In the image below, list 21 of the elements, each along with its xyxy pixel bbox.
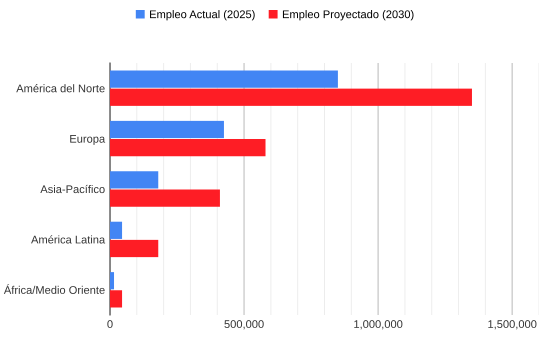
- y-tick-label: Europa: [70, 134, 106, 145]
- bar: [110, 272, 114, 290]
- x-tick-label: 500,000: [224, 320, 264, 330]
- y-tick-label: Asia-Pacífico: [40, 184, 105, 194]
- bar: [110, 120, 224, 138]
- bar: [110, 139, 266, 156]
- y-tick-label: América Latina: [31, 235, 106, 244]
- x-tick-label: 1,000,000: [354, 320, 402, 330]
- bar: [110, 222, 122, 239]
- legend-label: Empleo Actual (2025): [150, 10, 255, 20]
- x-tick-label: 0: [107, 320, 113, 328]
- y-tick-label: América del Norte: [16, 84, 105, 92]
- bar: [110, 240, 158, 258]
- x-tick-label: 1,500,000: [488, 320, 536, 330]
- bar: [110, 189, 220, 207]
- bar: [110, 171, 158, 189]
- bar: [110, 70, 338, 88]
- y-tick-label: África/Medio Oriente: [4, 284, 105, 294]
- legend-label: Empleo Proyectado (2030): [282, 10, 414, 20]
- bar: [110, 88, 472, 106]
- bar: [110, 290, 122, 308]
